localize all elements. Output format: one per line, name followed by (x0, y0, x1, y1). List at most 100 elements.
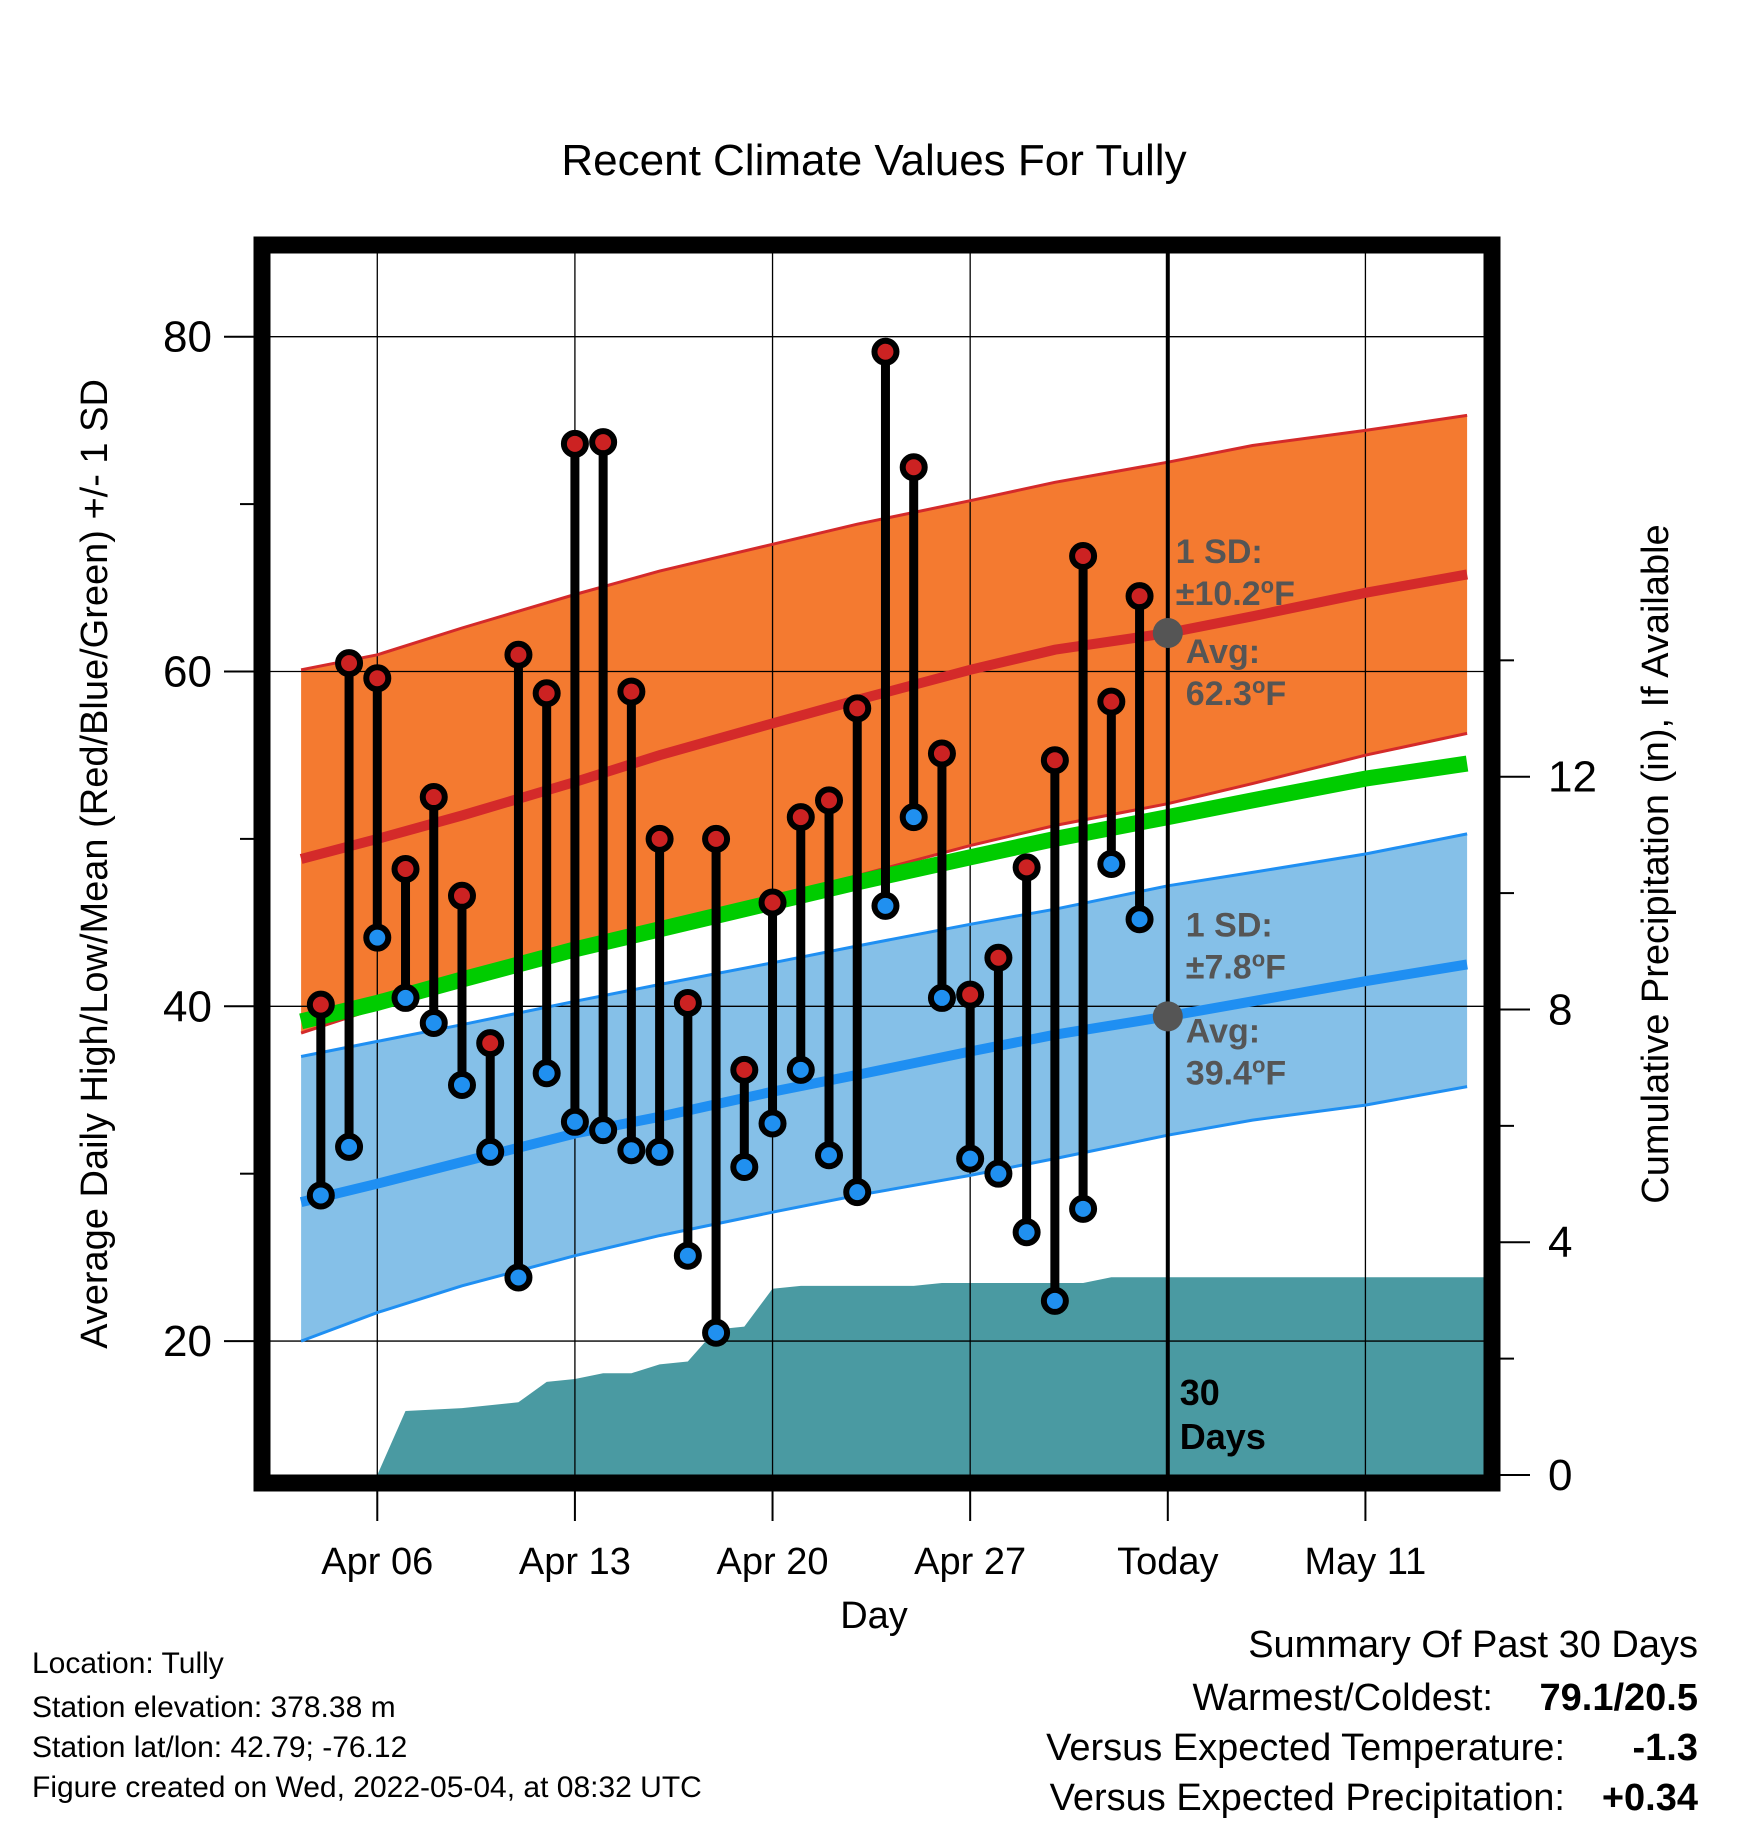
daily-low-point (984, 1159, 1013, 1188)
daily-range (871, 337, 900, 920)
daily-range (560, 429, 589, 1136)
daily-range (1040, 746, 1069, 1315)
x-tick-label: Today (1117, 1541, 1218, 1583)
high-avg-value: 62.3oF (1186, 672, 1286, 713)
low-avg-value: 39.4oF (1186, 1052, 1286, 1093)
daily-high-point (532, 679, 561, 708)
days-label: 30 Days (1180, 1372, 1266, 1457)
daily-range (899, 453, 928, 832)
daily-low-point (560, 1107, 589, 1136)
daily-high-point (758, 888, 787, 917)
daily-range (702, 824, 731, 1347)
summary-precip-value: +0.34 (1602, 1777, 1698, 1819)
daily-range (815, 786, 844, 1170)
daily-high-point (560, 429, 589, 458)
high-sd-value: ±10.2oF (1176, 572, 1295, 613)
daily-low-point (504, 1263, 533, 1292)
daily-high-point (335, 649, 364, 678)
daily-low-point (617, 1136, 646, 1165)
daily-range (786, 803, 815, 1084)
daily-high-point (1012, 853, 1041, 882)
daily-low-point (843, 1178, 872, 1207)
low-avg-point (1152, 1001, 1183, 1032)
daily-range (927, 739, 956, 1012)
low-sd-band (301, 833, 1468, 1342)
daily-high-point (1069, 541, 1098, 570)
y-axis-label: Average Daily High/Low/Mean (Red/Blue/Gr… (74, 379, 116, 1349)
daily-high-point (363, 664, 392, 693)
daily-range (504, 640, 533, 1292)
summary-title: Summary Of Past 30 Days (1248, 1624, 1698, 1666)
daily-range (306, 990, 335, 1210)
summary-warm-cold-label: Warmest/Coldest: (1192, 1677, 1493, 1719)
daily-high-point (419, 783, 448, 812)
y2-tick-label: 8 (1548, 985, 1572, 1034)
x-axis-label: Day (840, 1595, 908, 1637)
daily-high-point (843, 694, 872, 723)
daily-range (645, 824, 674, 1166)
daily-range (1069, 541, 1098, 1223)
daily-low-point (1012, 1218, 1041, 1247)
info-latlon: Station lat/lon: 42.79; -76.12 (32, 1731, 407, 1764)
y2-tick-label: 12 (1548, 753, 1597, 802)
daily-low-point (391, 983, 420, 1012)
summary-temp-value: -1.3 (1633, 1727, 1698, 1769)
daily-range (1012, 853, 1041, 1247)
daily-low-point (758, 1109, 787, 1138)
daily-range (617, 677, 646, 1165)
summary-panel: Summary Of Past 30 Days Warmest/Coldest:… (1046, 1624, 1698, 1819)
daily-range (730, 1055, 759, 1181)
daily-high-point (447, 881, 476, 910)
daily-high-point (306, 990, 335, 1019)
daily-high-point (815, 786, 844, 815)
high-sd-label: 1 SD: (1176, 533, 1263, 571)
y-tick-label: 40 (163, 982, 212, 1031)
daily-range (532, 679, 561, 1088)
daily-low-point (899, 803, 928, 832)
x-tick-label: Apr 13 (519, 1541, 631, 1583)
daily-range (1097, 687, 1126, 878)
daily-range (363, 664, 392, 952)
daily-high-point (617, 677, 646, 706)
low-avg-label: Avg: (1186, 1012, 1260, 1050)
daily-high-point (673, 988, 702, 1017)
info-location: Location: Tully (32, 1647, 224, 1680)
plot-frame (253, 236, 1501, 1492)
info-created: Figure created on Wed, 2022-05-04, at 08… (32, 1771, 702, 1804)
daily-range (589, 428, 618, 1145)
daily-low-point (363, 923, 392, 952)
summary-precip-label: Versus Expected Precipitation: (1050, 1777, 1565, 1819)
low-sd-label: 1 SD: (1186, 906, 1273, 944)
daily-low-point (447, 1070, 476, 1099)
daily-low-point (730, 1152, 759, 1181)
y2-axis-label: Cumulative Precipitation (in), If Availa… (1635, 524, 1677, 1203)
daily-range (843, 694, 872, 1207)
daily-high-point (702, 824, 731, 853)
y-tick-label: 60 (163, 647, 212, 696)
daily-low-point (1040, 1286, 1069, 1315)
daily-range (1125, 582, 1154, 934)
station-info: Location: Tully Station elevation: 378.3… (32, 1647, 702, 1804)
daily-low-point (927, 983, 956, 1012)
daily-low-point (815, 1141, 844, 1170)
daily-low-point (1125, 905, 1154, 934)
x-tick-label: Apr 20 (717, 1541, 829, 1583)
daily-high-point (730, 1055, 759, 1084)
daily-high-point (504, 640, 533, 669)
daily-low-point (476, 1137, 505, 1166)
daily-high-point (899, 453, 928, 482)
daily-range (984, 943, 1013, 1188)
daily-range (476, 1029, 505, 1166)
info-elevation: Station elevation: 378.38 m (32, 1691, 396, 1724)
x-tick-label: Apr 06 (321, 1541, 433, 1583)
daily-low-point (532, 1059, 561, 1088)
y-tick-label: 80 (163, 313, 212, 362)
daily-low-point (645, 1137, 674, 1166)
daily-low-point (702, 1318, 731, 1347)
daily-low-point (956, 1144, 985, 1173)
daily-low-point (1097, 850, 1126, 878)
x-tick-label: May 11 (1305, 1541, 1427, 1583)
daily-range (335, 649, 364, 1161)
summary-temp-label: Versus Expected Temperature: (1046, 1727, 1565, 1769)
